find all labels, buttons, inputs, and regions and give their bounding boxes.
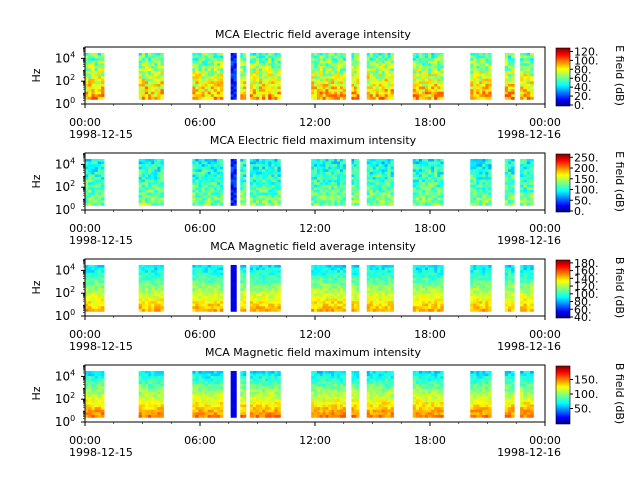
- end-date-label: 1998-12-16: [497, 340, 561, 353]
- colorbar-tick-label: 120.: [574, 45, 599, 58]
- colorbar-tick-label: 150.: [574, 374, 599, 387]
- xtick-label: 12:00: [299, 328, 331, 341]
- colorbar-tick-label: 140.: [574, 272, 599, 285]
- colorbar-tick-label: 100.: [574, 288, 599, 301]
- y-axis-label: Hz: [30, 386, 43, 400]
- start-date-label: 1998-12-15: [69, 234, 133, 247]
- start-date-label: 1998-12-15: [69, 340, 133, 353]
- colorbar-tick-label: 20.: [574, 90, 592, 103]
- colorbar-label: E field (dB): [613, 151, 626, 212]
- xtick-label: 06:00: [184, 222, 216, 235]
- y-axis-label: Hz: [30, 68, 43, 82]
- colorbar-tick-label: 150.: [574, 173, 599, 186]
- colorbar-tick-label: 100.: [574, 54, 599, 67]
- end-date-label: 1998-12-16: [497, 128, 561, 141]
- xtick-label: 00:00: [529, 116, 561, 129]
- xtick-label: 06:00: [184, 328, 216, 341]
- xtick-label: 00:00: [69, 222, 101, 235]
- colorbar: [555, 153, 571, 213]
- start-date-label: 1998-12-15: [69, 128, 133, 141]
- panel-title: MCA Electric field maximum intensity: [210, 134, 417, 147]
- panel-2: MCA Electric field maximum intensity 100 1…: [30, 134, 626, 247]
- colorbar-tick-label: 100.: [574, 388, 599, 401]
- colorbar: [555, 365, 571, 425]
- colorbar-tick-label: 40.: [574, 311, 592, 324]
- colorbar-tick-label: 60.: [574, 303, 592, 316]
- colorbar-tick-label: 180.: [574, 257, 599, 270]
- xtick-label: 06:00: [184, 434, 216, 447]
- colorbar-tick-label: 80.: [574, 63, 592, 76]
- colorbar-tick-label: 100.: [574, 184, 599, 197]
- end-date-label: 1998-12-16: [497, 234, 561, 247]
- colorbar-tick-label: 160.: [574, 265, 599, 278]
- panel-title: MCA Electric field average intensity: [215, 28, 411, 41]
- xtick-label: 12:00: [299, 222, 331, 235]
- panel-3: MCA Magnetic field average intensity 100 1…: [30, 240, 626, 353]
- xtick-label: 00:00: [69, 328, 101, 341]
- ytick-label: 102: [55, 73, 75, 88]
- ytick-label: 104: [55, 156, 75, 171]
- colorbar-tick-label: 0.: [574, 205, 585, 218]
- xtick-label: 18:00: [414, 116, 446, 129]
- colorbar-tick-label: 40.: [574, 81, 592, 94]
- ytick-label: 100: [55, 414, 75, 429]
- xtick-label: 18:00: [414, 434, 446, 447]
- colorbar-tick-label: 80.: [574, 296, 592, 309]
- xtick-label: 18:00: [414, 222, 446, 235]
- colorbar: [555, 259, 571, 319]
- colorbar-tick-label: 0.: [574, 99, 585, 112]
- xtick-label: 12:00: [299, 434, 331, 447]
- panel-1: MCA Electric field average intensity 100 1…: [30, 28, 626, 141]
- panel-title: MCA Magnetic field maximum intensity: [205, 346, 421, 359]
- xtick-label: 00:00: [69, 116, 101, 129]
- xtick-label: 12:00: [299, 116, 331, 129]
- colorbar-label: E field (dB): [613, 45, 626, 106]
- xtick-label: 00:00: [529, 434, 561, 447]
- colorbar-tick-label: 60.: [574, 72, 592, 85]
- xtick-label: 06:00: [184, 116, 216, 129]
- y-axis-label: Hz: [30, 280, 43, 294]
- xtick-label: 00:00: [529, 328, 561, 341]
- ytick-label: 102: [55, 391, 75, 406]
- ytick-label: 104: [55, 368, 75, 383]
- ytick-label: 104: [55, 262, 75, 277]
- start-date-label: 1998-12-15: [69, 446, 133, 459]
- ytick-label: 100: [55, 202, 75, 217]
- colorbar-tick-label: 120.: [574, 280, 599, 293]
- colorbar-label: B field (dB): [613, 363, 626, 424]
- ytick-label: 104: [55, 50, 75, 65]
- ytick-label: 100: [55, 96, 75, 111]
- colorbar-tick-label: 50.: [574, 403, 592, 416]
- panel-title: MCA Magnetic field average intensity: [210, 240, 416, 253]
- colorbar-tick-label: 50.: [574, 194, 592, 207]
- panel-4: MCA Magnetic field maximum intensity 100 1…: [30, 346, 626, 459]
- colorbar-tick-label: 250.: [574, 151, 599, 164]
- colorbar: [555, 47, 571, 107]
- colorbar-label: B field (dB): [613, 257, 626, 318]
- y-axis-label: Hz: [30, 174, 43, 188]
- xtick-label: 00:00: [529, 222, 561, 235]
- ytick-label: 102: [55, 285, 75, 300]
- xtick-label: 00:00: [69, 434, 101, 447]
- colorbar-tick-label: 200.: [574, 162, 599, 175]
- xtick-label: 18:00: [414, 328, 446, 341]
- end-date-label: 1998-12-16: [497, 446, 561, 459]
- ytick-label: 102: [55, 179, 75, 194]
- ytick-label: 100: [55, 308, 75, 323]
